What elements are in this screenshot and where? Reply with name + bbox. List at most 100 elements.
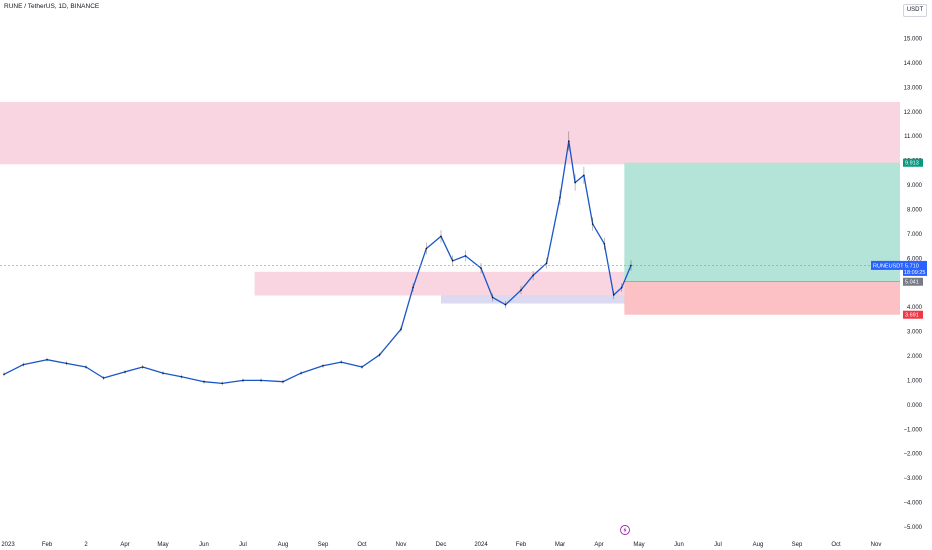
y-tick-label: −4.000 bbox=[903, 501, 922, 507]
price-point bbox=[203, 380, 205, 383]
price-point bbox=[612, 294, 615, 296]
price-point bbox=[451, 259, 454, 262]
x-tick-label: Apr bbox=[594, 542, 603, 548]
price-point bbox=[400, 328, 402, 330]
price-point bbox=[583, 174, 585, 177]
price-point bbox=[340, 361, 343, 363]
x-tick-label: Jul bbox=[714, 542, 722, 548]
x-tick-label: Oct bbox=[831, 542, 841, 548]
y-tick-label: 1.000 bbox=[907, 378, 923, 384]
target-zone bbox=[624, 162, 900, 282]
last-price-tag-bg bbox=[903, 260, 927, 276]
stop-zone bbox=[624, 281, 900, 315]
symbol-tag: RUNEUSDT bbox=[873, 263, 904, 269]
price-point bbox=[378, 354, 381, 356]
price-point bbox=[504, 303, 507, 306]
chart-title: RUNE / TetherUS, 1D, BINANCE bbox=[4, 3, 100, 10]
x-tick-label: Jun bbox=[674, 542, 684, 548]
price-point bbox=[559, 196, 561, 199]
price-point bbox=[46, 358, 48, 361]
y-tick-label: 2.000 bbox=[907, 354, 923, 360]
price-point bbox=[141, 366, 144, 368]
price-point bbox=[260, 379, 262, 382]
y-tick-label: 7.000 bbox=[907, 232, 923, 238]
price-point bbox=[491, 296, 494, 299]
price-point bbox=[242, 379, 244, 382]
x-tick-label: Jun bbox=[199, 542, 209, 548]
y-tick-label: 14.000 bbox=[904, 61, 923, 67]
x-tick-label: 2023 bbox=[1, 542, 15, 548]
price-point bbox=[440, 235, 442, 238]
x-tick-label: Aug bbox=[278, 542, 289, 548]
y-tick-label: 9.000 bbox=[907, 183, 923, 189]
x-tick-label: Aug bbox=[753, 542, 764, 548]
price-point bbox=[3, 373, 5, 376]
stop-price-tag-bg bbox=[903, 310, 923, 319]
price-point bbox=[85, 366, 87, 368]
currency-button[interactable]: USDT bbox=[903, 4, 927, 17]
price-point bbox=[591, 223, 594, 225]
price-point bbox=[532, 274, 534, 277]
entry-price-tag: 5.041 bbox=[905, 280, 919, 286]
price-point bbox=[630, 264, 632, 267]
x-tick-label: 2024 bbox=[474, 542, 488, 548]
price-point bbox=[124, 371, 126, 373]
price-point bbox=[464, 255, 467, 257]
stop-price-tag: 3.691 bbox=[905, 313, 919, 319]
y-tick-label: 4.000 bbox=[907, 305, 923, 311]
price-point bbox=[361, 366, 363, 368]
price-point bbox=[412, 286, 414, 289]
x-tick-label: Jul bbox=[239, 542, 247, 548]
demand-zone bbox=[254, 271, 625, 296]
countdown-tag: 18:09:25 bbox=[904, 270, 925, 276]
price-point bbox=[300, 372, 302, 374]
price-point bbox=[545, 262, 548, 265]
y-tick-label: 11.000 bbox=[904, 134, 923, 140]
y-tick-label: −1.000 bbox=[903, 427, 922, 433]
time-axis[interactable]: 2023 Feb 2 Apr May Jun Jul Aug Sep Oct Nov Dec 2024 F… bbox=[1, 542, 881, 548]
price-point bbox=[603, 242, 606, 245]
supply-zone bbox=[0, 102, 900, 165]
price-point bbox=[22, 363, 25, 366]
target-price-tag: 9.913 bbox=[905, 161, 919, 167]
entry-price-tag-bg bbox=[903, 277, 923, 286]
series-layer bbox=[3, 131, 632, 386]
symbol-tag-bg bbox=[871, 260, 903, 270]
target-price-tag-bg bbox=[903, 158, 923, 167]
last-price-tag: 5.710 bbox=[905, 263, 919, 269]
lightning-icon[interactable] bbox=[620, 525, 630, 535]
price-point bbox=[520, 289, 522, 291]
x-tick-label: Apr bbox=[120, 542, 129, 548]
price-point bbox=[620, 286, 623, 289]
price-point bbox=[282, 380, 284, 383]
y-tick-label: 12.000 bbox=[904, 110, 923, 116]
price-point bbox=[180, 375, 183, 378]
x-tick-label: Oct bbox=[357, 542, 367, 548]
y-tick-label: 15.000 bbox=[904, 37, 923, 43]
y-tick-label: −5.000 bbox=[903, 525, 922, 531]
price-axis[interactable]: 15.00014.00013.00012.00011.00010.0009.00… bbox=[903, 37, 922, 532]
x-tick-label: Feb bbox=[42, 542, 53, 548]
y-tick-label: −2.000 bbox=[903, 452, 922, 458]
y-tick-label: −3.000 bbox=[903, 476, 922, 482]
x-tick-label: May bbox=[157, 542, 168, 548]
price-point bbox=[480, 267, 482, 269]
price-point bbox=[574, 181, 576, 184]
price-point bbox=[221, 382, 223, 385]
x-tick-label: Sep bbox=[318, 542, 329, 548]
x-tick-label: May bbox=[633, 542, 644, 548]
y-tick-label: 6.000 bbox=[907, 256, 923, 262]
x-tick-label: Dec bbox=[436, 542, 447, 548]
x-tick-label: 2 bbox=[84, 542, 88, 548]
zones-layer bbox=[0, 102, 900, 315]
x-tick-label: Feb bbox=[516, 542, 527, 548]
x-tick-label: Nov bbox=[871, 542, 882, 548]
x-tick-label: Mar bbox=[555, 542, 565, 548]
x-tick-label: Sep bbox=[792, 542, 803, 548]
price-point bbox=[102, 377, 105, 379]
y-tick-label: 13.000 bbox=[904, 85, 923, 91]
support-band bbox=[441, 294, 638, 304]
price-point bbox=[425, 247, 428, 250]
